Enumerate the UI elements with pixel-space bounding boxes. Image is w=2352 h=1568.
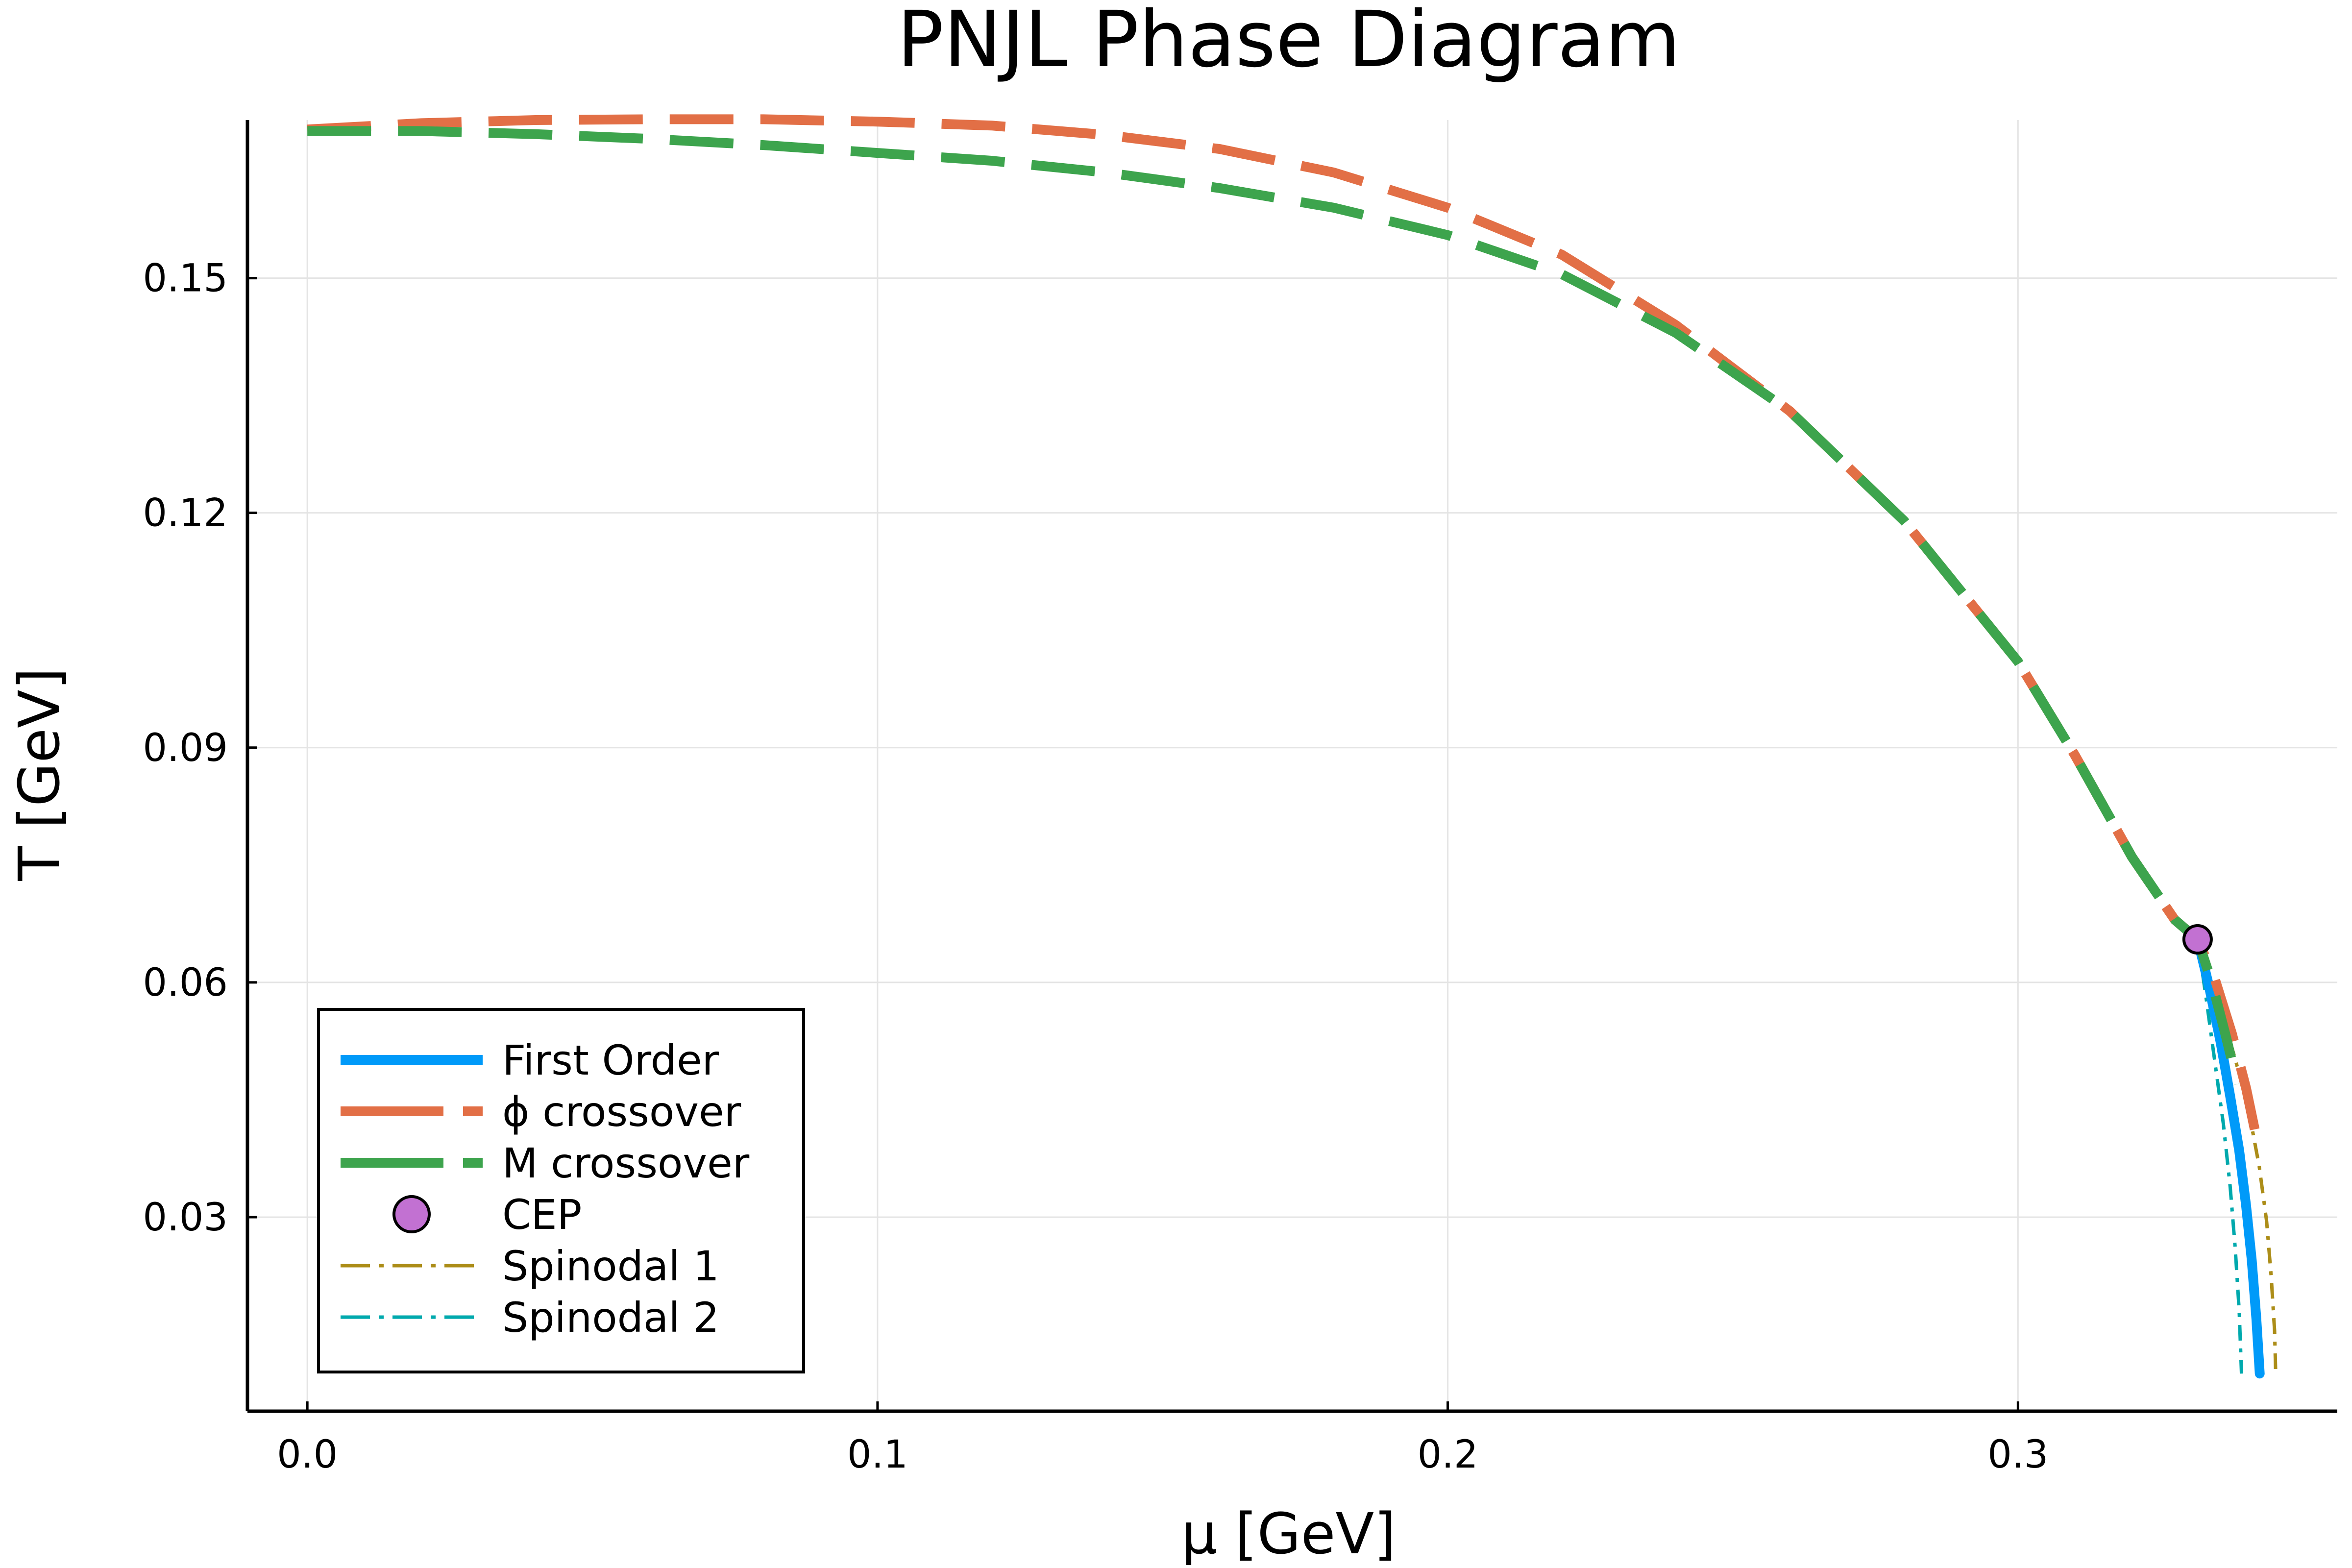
y-axis-label: T [GeV] [7, 667, 73, 881]
legend-label: M crossover [502, 1139, 750, 1187]
x-tick-label: 0.0 [277, 1433, 338, 1477]
y-tick-label: 0.12 [143, 491, 228, 536]
legend-label: Spinodal 1 [502, 1242, 719, 1290]
legend-box [317, 1008, 805, 1373]
grid-lines [247, 120, 2337, 1411]
x-tick-label: 0.2 [1418, 1433, 1478, 1477]
y-tick-label: 0.06 [143, 961, 228, 1005]
x-tick-label: 0.1 [847, 1433, 908, 1477]
plot-area [307, 114, 2278, 1379]
legend-label: CEP [502, 1191, 582, 1239]
legend-label: First Order [502, 1036, 719, 1084]
y-tick-label: 0.03 [143, 1196, 228, 1240]
x-axis-label: μ [GeV] [1181, 1501, 1396, 1567]
cep-marker [2182, 924, 2213, 955]
legend-marker-cep [392, 1195, 431, 1233]
x-tick-label: 0.3 [1987, 1433, 2048, 1477]
axes: 0.0 0.1 0.2 0.3 0.03 0.06 0.09 0.12 0.15 [143, 120, 2337, 1477]
series-line-spinodal-2 [2196, 939, 2243, 1374]
series-line-m-crossover [307, 126, 2243, 1085]
y-tick-label: 0.15 [143, 257, 228, 301]
chart-title: PNJL Phase Diagram [897, 0, 1681, 85]
legend-label: Spinodal 2 [502, 1294, 719, 1342]
y-tick-label: 0.09 [143, 726, 228, 770]
legend-label: ϕ crossover [502, 1088, 741, 1136]
